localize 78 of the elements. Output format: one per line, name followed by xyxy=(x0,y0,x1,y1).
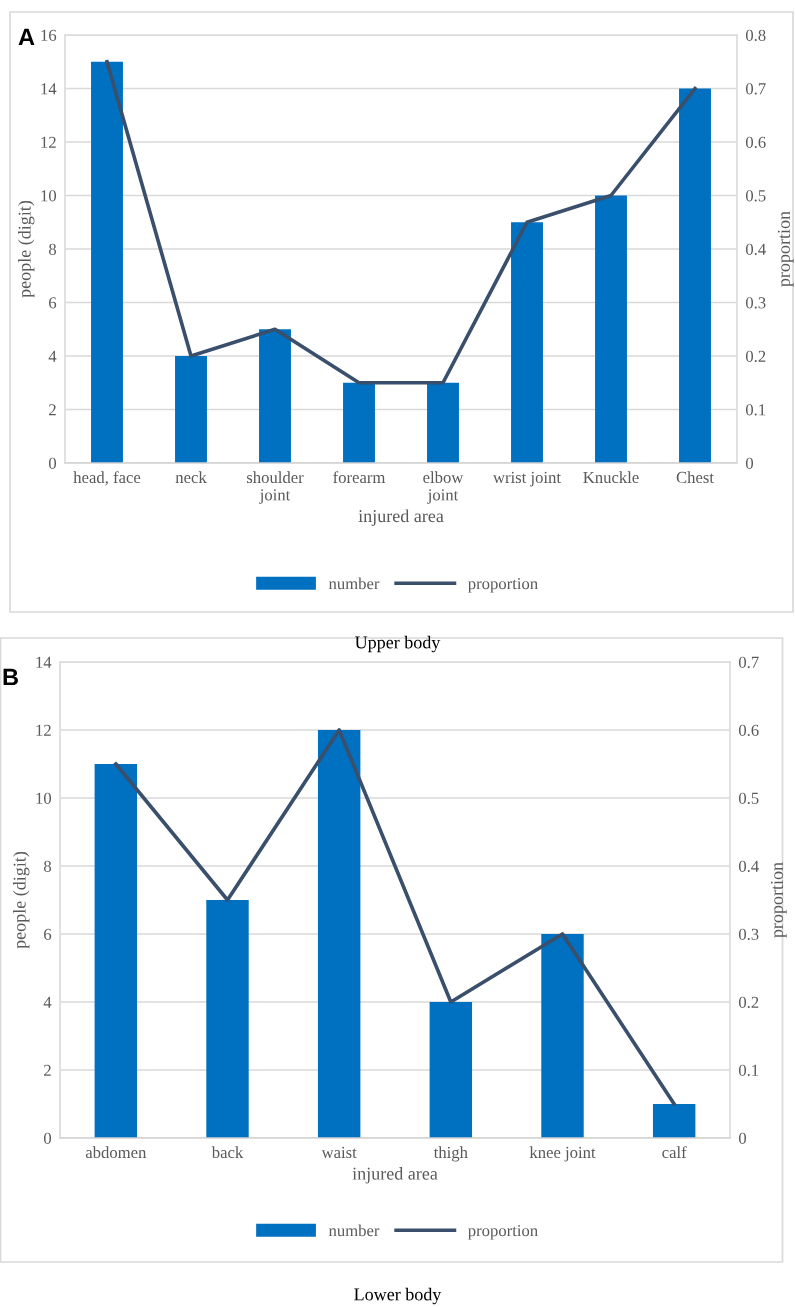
bar xyxy=(94,764,138,1138)
y-tick-label: 8 xyxy=(48,243,57,255)
legend-label: number xyxy=(328,1224,380,1237)
x-tick-label: shoulder joint xyxy=(246,471,304,504)
bar xyxy=(206,900,249,1138)
y-tick-label: 6 xyxy=(44,928,52,940)
y-axis-title: people (digit) xyxy=(13,851,30,949)
y2-tick-label: 0.3 xyxy=(745,297,766,309)
y-tick-label: 8 xyxy=(43,860,52,872)
y2-tick-label: 0.6 xyxy=(738,724,759,737)
bar xyxy=(541,934,584,1138)
bar xyxy=(175,356,207,463)
y2-tick-label: 0.2 xyxy=(738,996,759,1009)
x-axis-title: injured area xyxy=(358,509,444,526)
x-tick-label: Chest xyxy=(676,471,714,484)
y2-tick-label: 0 xyxy=(745,457,754,469)
text: Upper body xyxy=(355,635,441,653)
x-tick-label: elbow joint xyxy=(423,471,464,504)
y-tick-label: 14 xyxy=(36,656,52,668)
y2-tick-label: 0.1 xyxy=(745,404,766,416)
y-tick-label: 12 xyxy=(41,136,56,148)
x-tick-label: forearm xyxy=(333,471,386,484)
legend-label: proportion xyxy=(468,578,538,593)
y-tick-label: 12 xyxy=(36,724,51,736)
y-tick-label: 10 xyxy=(41,190,57,202)
y-tick-label: 2 xyxy=(49,404,56,416)
bar xyxy=(679,88,711,463)
y2-tick-label: 0.7 xyxy=(745,83,766,95)
y2-tick-label: 0.2 xyxy=(745,350,766,363)
y-tick-label: 4 xyxy=(48,350,57,362)
bar xyxy=(91,61,123,463)
y2-tick-label: 0 xyxy=(738,1132,747,1144)
x-tick-label: thigh xyxy=(433,1146,468,1162)
y-tick-label: 14 xyxy=(41,83,57,95)
x-tick-label: head, face xyxy=(73,471,141,486)
y2-axis-title: proportion xyxy=(770,862,787,938)
y2-tick-label: 0.1 xyxy=(738,1064,759,1077)
x-axis-title: injured area xyxy=(352,1167,438,1184)
legend-label: number xyxy=(328,577,380,590)
bar xyxy=(429,1002,473,1138)
x-tick-label: Knuckle xyxy=(583,471,639,484)
text: A xyxy=(18,28,35,46)
bar xyxy=(427,382,459,463)
x-tick-label: knee joint xyxy=(529,1146,596,1162)
y2-tick-label: 0.4 xyxy=(745,243,766,256)
x-tick-label: abdomen xyxy=(85,1146,147,1159)
y2-tick-label: 0.5 xyxy=(745,190,766,202)
y2-tick-label: 0.6 xyxy=(745,136,766,149)
y2-axis-title: proportion xyxy=(777,211,794,287)
y2-tick-label: 0.7 xyxy=(738,656,759,669)
bar xyxy=(317,730,361,1138)
y-tick-label: 0 xyxy=(43,1132,52,1144)
y2-tick-label: 0.4 xyxy=(738,860,759,873)
y-tick-label: 16 xyxy=(41,29,57,41)
y-tick-label: 10 xyxy=(36,792,52,804)
y-tick-label: 2 xyxy=(44,1064,51,1076)
bar xyxy=(595,195,627,463)
line-series xyxy=(105,59,697,385)
bar xyxy=(259,329,291,463)
legend-label: proportion xyxy=(468,1225,538,1240)
bar xyxy=(343,382,375,463)
text: Lower body xyxy=(354,1287,442,1305)
x-tick-label: waist xyxy=(321,1146,357,1159)
bar xyxy=(652,1104,696,1138)
x-tick-label: calf xyxy=(662,1146,687,1159)
x-tick-label: back xyxy=(211,1146,244,1159)
bar xyxy=(511,222,543,463)
y2-tick-label: 0.3 xyxy=(738,928,759,941)
y-tick-label: 0 xyxy=(48,457,57,469)
x-tick-label: wrist joint xyxy=(492,471,561,487)
line-series xyxy=(114,728,676,1106)
y2-tick-label: 0.8 xyxy=(745,29,766,42)
y-tick-label: 4 xyxy=(43,996,52,1008)
x-tick-label: neck xyxy=(175,471,207,484)
text: B xyxy=(3,668,18,686)
y-axis-title: people (digit) xyxy=(18,200,35,298)
y-tick-label: 6 xyxy=(49,297,57,309)
y2-tick-label: 0.5 xyxy=(738,792,759,805)
